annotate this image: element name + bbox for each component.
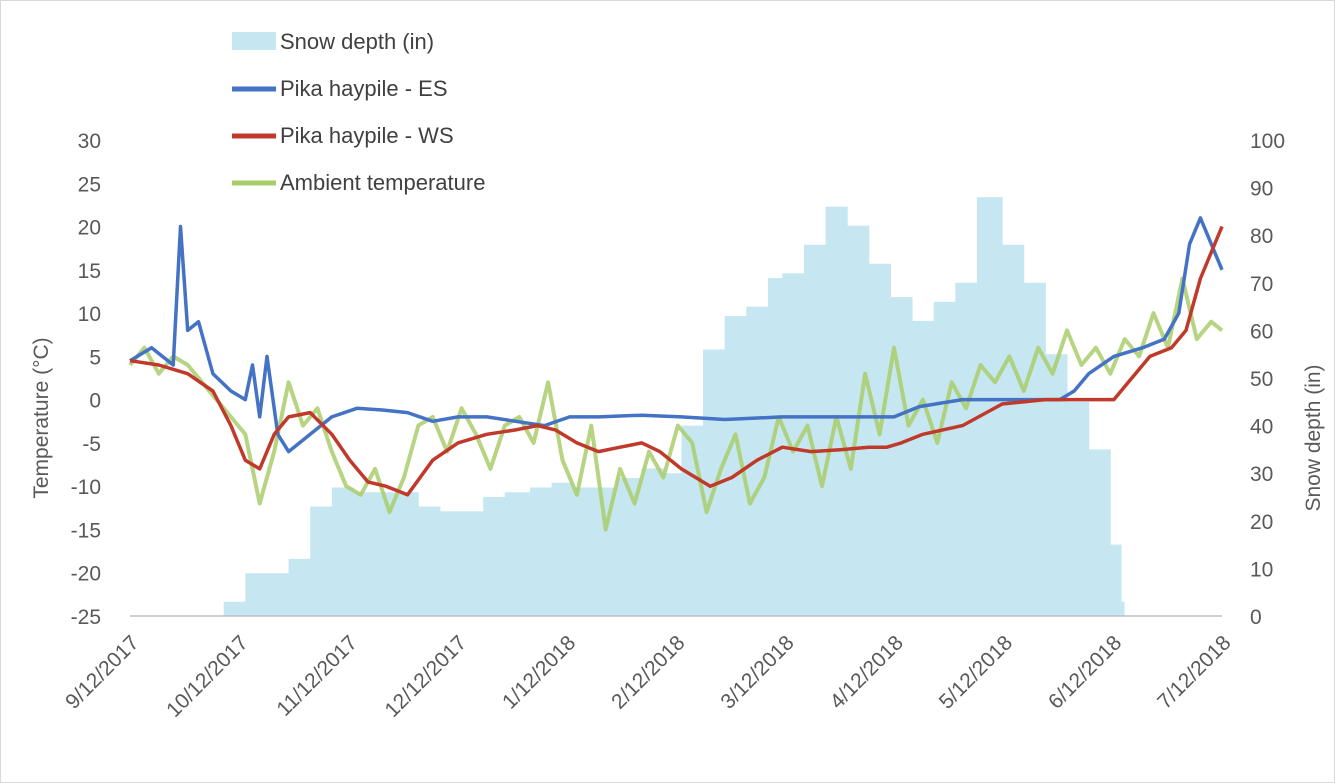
x-axis-ticks: 9/12/2017 10/12/2017 11/12/2017 12/12/2017 1…	[61, 631, 1235, 722]
snow-depth-bar	[681, 425, 704, 616]
legend-label-snow-depth: Snow depth (in)	[280, 29, 434, 54]
snow-depth-bar	[1045, 354, 1068, 616]
x-tick-label: 7/12/2018	[1153, 631, 1235, 713]
snow-depth-bar	[782, 273, 805, 616]
legend-label-es: Pika haypile - ES	[280, 76, 448, 101]
y2-tick-label: 50	[1250, 368, 1273, 391]
snow-depth-bar	[396, 492, 419, 616]
y2-tick-label: 70	[1250, 273, 1273, 296]
snow-depth-bar	[288, 558, 311, 616]
legend-label-ambient: Ambient temperature	[280, 170, 485, 195]
snow-depth-bar	[724, 316, 747, 616]
y-tick-label: -20	[71, 563, 101, 586]
snow-depth-bar	[245, 573, 268, 616]
y-tick-label: -10	[71, 476, 101, 499]
y2-tick-label: 100	[1250, 130, 1285, 153]
snow-depth-bar	[223, 601, 246, 616]
x-tick-label: 6/12/2018	[1044, 631, 1126, 713]
snow-depth-bar	[641, 468, 664, 616]
snow-depth-bar	[1023, 282, 1046, 616]
y2-tick-label: 30	[1250, 463, 1273, 486]
y-tick-label: 10	[78, 303, 101, 326]
snow-depth-bar	[461, 511, 484, 616]
x-tick-label: 2/12/2018	[607, 631, 689, 713]
y-tick-label: -15	[71, 519, 101, 542]
snow-depth-bar	[663, 473, 682, 616]
snow-depth-bar	[825, 206, 848, 616]
snow-depth-bar	[551, 482, 574, 616]
y-tick-label: -25	[71, 606, 101, 629]
snow-depth-bar	[504, 492, 531, 616]
x-tick-label: 10/12/2017	[162, 631, 253, 722]
x-tick-label: 11/12/2017	[272, 631, 361, 720]
snow-depth-bar	[1088, 449, 1111, 616]
snow-depth-bar	[955, 282, 978, 616]
y-tick-label: -5	[82, 433, 101, 456]
snow-depth-bar	[573, 487, 596, 616]
series-line-pika-haypile-es	[129, 216, 1224, 454]
legend: Snow depth (in) Pika haypile - ES Pika h…	[232, 29, 485, 195]
legend-swatch-snow-depth	[232, 32, 276, 50]
y-tick-label: 25	[78, 173, 101, 196]
x-tick-label: 1/12/2018	[498, 631, 580, 713]
y-tick-label: 30	[78, 130, 101, 153]
y-tick-label: 5	[89, 346, 101, 369]
snow-depth-bar	[912, 320, 935, 616]
y-tick-label: 0	[89, 390, 101, 413]
snow-depth-bar	[331, 487, 354, 616]
snow-depth-bar	[890, 297, 913, 616]
y-axis-left-title: Temperature (°C)	[30, 337, 53, 498]
temperature-lines	[128, 216, 1224, 532]
x-tick-label: 4/12/2018	[826, 631, 908, 713]
snow-depth-bar	[616, 477, 643, 616]
snow-depth-bar	[933, 301, 956, 616]
x-tick-label: 12/12/2017	[381, 631, 472, 722]
snow-depth-bar	[594, 487, 618, 616]
snow-depth-bar	[483, 497, 506, 616]
y2-tick-label: 20	[1250, 511, 1273, 534]
x-tick-label: 9/12/2017	[61, 631, 143, 713]
snow-depth-bar	[530, 487, 553, 616]
snow-depth-bar	[353, 492, 376, 616]
snow-depth-bar	[803, 244, 827, 616]
y2-tick-label: 10	[1250, 558, 1273, 581]
x-tick-label: 3/12/2018	[716, 631, 798, 713]
snow-depth-bar	[1067, 401, 1090, 616]
snow-depth-bar	[310, 506, 333, 616]
y2-tick-label: 40	[1250, 416, 1273, 439]
snow-depth-bars	[223, 197, 1125, 616]
x-tick-label: 5/12/2018	[935, 631, 1017, 713]
y2-tick-label: 60	[1250, 320, 1273, 343]
y2-tick-label: 90	[1250, 178, 1273, 201]
snow-depth-bar	[1002, 244, 1025, 616]
snow-depth-bar	[266, 573, 290, 616]
snow-depth-bar	[375, 492, 398, 616]
snow-depth-bar	[767, 278, 783, 616]
snow-depth-bar	[1110, 544, 1122, 616]
snow-depth-bar	[439, 511, 463, 616]
series-line-pika-haypile-ws	[129, 225, 1224, 497]
legend-label-ws: Pika haypile - WS	[280, 123, 454, 148]
y-tick-label: 15	[78, 260, 101, 283]
y-axis-right-title: Snow depth (in)	[1302, 364, 1325, 511]
y2-tick-label: 0	[1250, 606, 1262, 629]
snow-depth-bar	[1121, 601, 1125, 616]
y-axis-left-ticks: 30 25 20 15 10 5 0 -5 -10 -15 -20 -25	[71, 130, 101, 629]
snow-depth-bar	[703, 349, 726, 616]
y-tick-label: 20	[78, 217, 101, 240]
snow-depth-bar	[418, 506, 441, 616]
y2-tick-label: 80	[1250, 225, 1273, 248]
snow-depth-bar	[868, 263, 891, 616]
